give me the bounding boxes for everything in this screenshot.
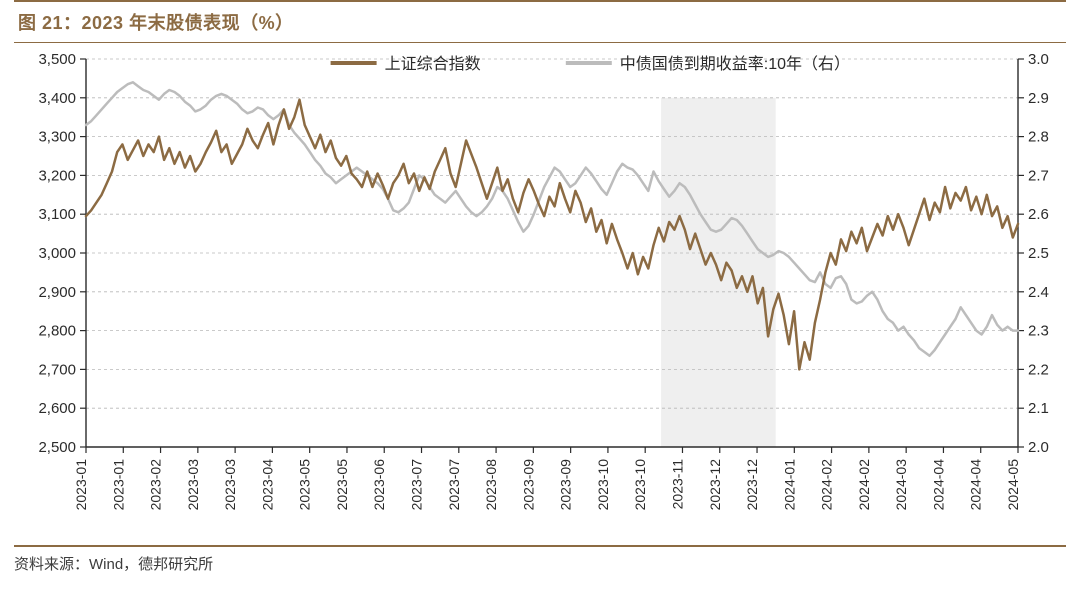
x-tick-label: 2023-03 — [222, 459, 238, 511]
y-right-label: 3.0 — [1028, 51, 1049, 68]
x-tick-label: 2023-10 — [632, 459, 648, 511]
x-tick-label: 2024-01 — [781, 459, 797, 511]
series-sse-index — [86, 100, 1018, 370]
y-right-label: 2.9 — [1028, 90, 1049, 107]
x-tick-label: 2024-03 — [893, 459, 909, 511]
legend-label-sse: 上证综合指数 — [385, 55, 481, 73]
x-tick-label: 2023-09 — [558, 459, 574, 511]
y-left-label: 2,500 — [38, 439, 76, 456]
x-tick-label: 2023-02 — [148, 459, 164, 511]
x-tick-label: 2023-12 — [744, 459, 760, 511]
y-right-label: 2.6 — [1028, 206, 1049, 223]
x-tick-label: 2024-05 — [1005, 459, 1021, 511]
y-left-label: 3,500 — [38, 51, 76, 68]
x-tick-label: 2023-01 — [110, 459, 126, 511]
x-tick-label: 2023-06 — [371, 459, 387, 511]
y-left-label: 3,300 — [38, 129, 76, 146]
y-right-label: 2.1 — [1028, 400, 1049, 417]
x-tick-label: 2023-05 — [334, 459, 350, 511]
y-right-label: 2.7 — [1028, 167, 1049, 184]
x-tick-label: 2023-07 — [446, 459, 462, 511]
x-tick-label: 2023-05 — [297, 459, 313, 511]
x-tick-label: 2023-10 — [595, 459, 611, 511]
x-tick-label: 2024-04 — [930, 459, 946, 511]
y-left-label: 3,000 — [38, 245, 76, 262]
x-tick-label: 2024-04 — [968, 459, 984, 511]
y-right-label: 2.0 — [1028, 439, 1049, 456]
y-right-label: 2.3 — [1028, 323, 1049, 340]
series-bond-yield — [86, 82, 1018, 356]
y-left-label: 2,600 — [38, 400, 76, 417]
chart-svg: 2,500 2.0 2,600 2.1 2,700 2.2 2,800 2.3 2,900 2.4… — [14, 47, 1066, 537]
x-tick-label: 2023-03 — [185, 459, 201, 511]
x-tick-label: 2023-01 — [73, 459, 89, 511]
y-left-label: 2,800 — [38, 323, 76, 340]
y-left-label: 2,900 — [38, 284, 76, 301]
y-right-label: 2.2 — [1028, 361, 1049, 378]
legend-label-bond: 中债国债到期收益率:10年（右） — [620, 55, 850, 73]
x-tick-label: 2024-02 — [819, 459, 835, 511]
source-bar: 资料来源：Wind，德邦研究所 — [14, 545, 1066, 574]
chart: 2,500 2.0 2,600 2.1 2,700 2.2 2,800 2.3 2,900 2.4… — [14, 47, 1066, 537]
title-bar: 图 21：2023 年末股债表现（%） — [14, 0, 1066, 43]
y-left-label: 3,100 — [38, 206, 76, 223]
figure-21: 图 21：2023 年末股债表现（%） 2,500 2.0 2,600 2.1 2,70… — [0, 0, 1080, 608]
y-right-label: 2.4 — [1028, 284, 1049, 301]
x-tick-label: 2023-07 — [409, 459, 425, 511]
x-tick-label: 2024-02 — [856, 459, 872, 511]
figure-title: 图 21：2023 年末股债表现（%） — [14, 9, 294, 35]
y-right-label: 2.8 — [1028, 129, 1049, 146]
y-left-label: 3,400 — [38, 90, 76, 107]
x-tick-label: 2023-08 — [483, 459, 499, 511]
y-right-label: 2.5 — [1028, 245, 1049, 262]
x-tick-label: 2023-04 — [259, 459, 275, 511]
x-tick-label: 2023-12 — [707, 459, 723, 511]
x-tick-label: 2023-09 — [520, 459, 536, 511]
y-left-label: 2,700 — [38, 361, 76, 378]
y-left-label: 3,200 — [38, 167, 76, 184]
x-tick-label: 2023-11 — [669, 459, 685, 510]
source-text: 资料来源：Wind，德邦研究所 — [14, 556, 213, 573]
